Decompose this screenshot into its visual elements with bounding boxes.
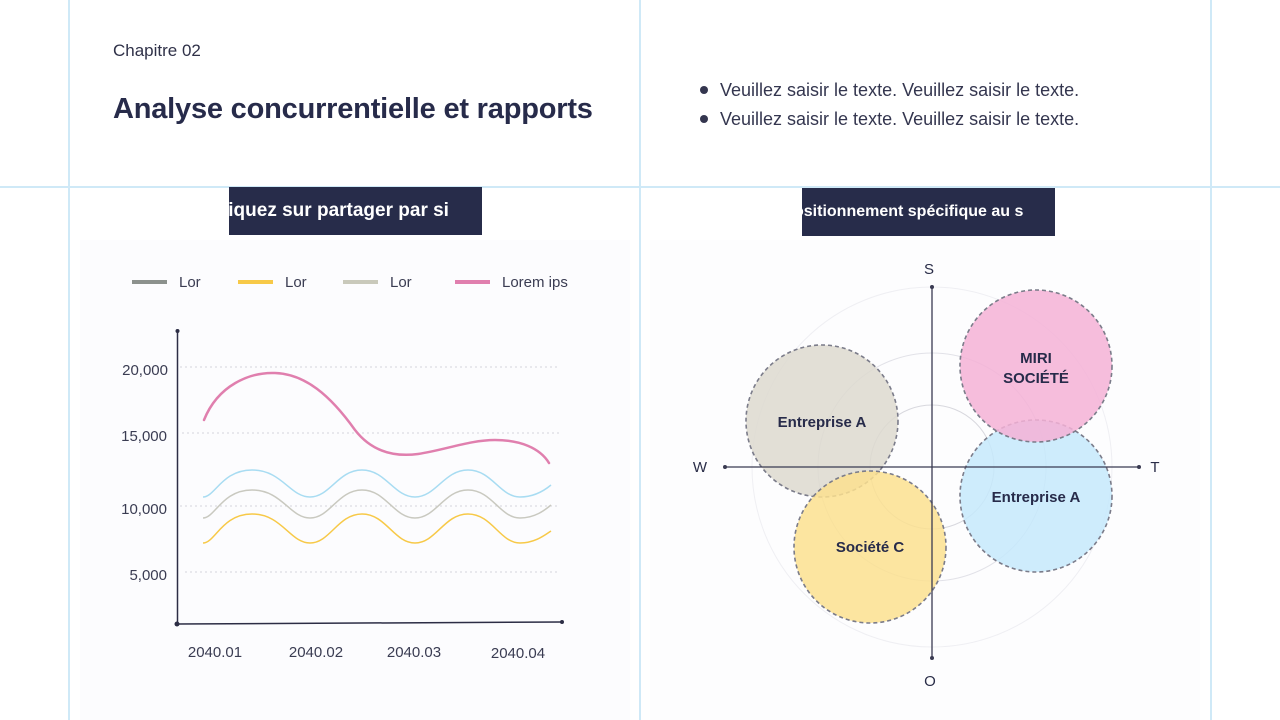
series-line-gray bbox=[202, 489, 552, 519]
y-tick-label: 10,000 bbox=[121, 501, 167, 518]
x-axis-ticks: 2040.01 2040.02 2040.03 2040.04 bbox=[188, 644, 545, 662]
x-tick-label: 2040.01 bbox=[188, 644, 242, 661]
bullet-item: Veuillez saisir le texte. Veuillez saisi… bbox=[700, 76, 1079, 105]
page-title: Analyse concurrentielle et rapports bbox=[113, 93, 593, 125]
axis-label-bottom: O bbox=[924, 673, 936, 690]
bullet-dot-icon bbox=[700, 86, 708, 94]
chapter-label: Chapitre 02 bbox=[113, 41, 201, 60]
x-tick-label: 2040.03 bbox=[387, 644, 441, 661]
bullet-dot-icon bbox=[700, 115, 708, 123]
chart-gridlines bbox=[180, 366, 560, 573]
legend-swatch-pink bbox=[455, 280, 490, 284]
axis-endpoint-icon bbox=[174, 621, 180, 627]
bullet-text: Veuillez saisir le texte. Veuillez saisi… bbox=[720, 80, 1080, 100]
bullet-text: Veuillez saisir le texte. Veuillez saisi… bbox=[720, 109, 1080, 129]
guide-line-vertical bbox=[1210, 0, 1212, 720]
bubble-label: Entreprise A bbox=[778, 414, 867, 431]
left-panel-banner: liquez sur partager par si bbox=[229, 187, 482, 235]
axis-label-right: T bbox=[1150, 459, 1159, 476]
axis-label-top: S bbox=[924, 261, 934, 278]
axis-endpoint-icon bbox=[1137, 465, 1141, 469]
axis-endpoint-icon bbox=[930, 285, 934, 289]
series-line-blue bbox=[202, 469, 552, 498]
bubbles bbox=[745, 289, 1113, 624]
legend-label: Lor bbox=[179, 274, 201, 291]
axis-endpoint-icon bbox=[175, 329, 180, 333]
positioning-map: S O W T Entreprise A Entreprise A Sociét… bbox=[693, 261, 1160, 690]
chart-legend: Lor Lor Lor Lorem ips bbox=[132, 274, 568, 291]
guide-line-vertical bbox=[639, 0, 641, 720]
legend-label: Lor bbox=[390, 274, 412, 291]
y-tick-label: 15,000 bbox=[121, 428, 167, 445]
series-line-yellow bbox=[202, 513, 552, 544]
x-tick-label: 2040.02 bbox=[289, 644, 343, 661]
y-tick-label: 5,000 bbox=[129, 567, 167, 584]
guide-line-vertical bbox=[68, 0, 70, 720]
legend-swatch-gray bbox=[132, 280, 167, 284]
axis-labels: S O W T bbox=[693, 261, 1160, 690]
line-chart: Lor Lor Lor Lorem ips 20,000 15,000 10,0… bbox=[121, 274, 568, 662]
axis-label-left: W bbox=[693, 459, 708, 476]
left-banner-text: liquez sur partager par si bbox=[229, 200, 449, 221]
y-tick-label: 20,000 bbox=[122, 362, 168, 379]
x-axis bbox=[176, 621, 563, 625]
series-line-pink bbox=[202, 371, 551, 465]
bubble-label-line2: SOCIÉTÉ bbox=[1003, 370, 1069, 387]
bubble-societe-c[interactable] bbox=[793, 470, 947, 624]
legend-label: Lorem ips bbox=[502, 274, 568, 291]
bubble-miri-societe[interactable] bbox=[959, 289, 1113, 443]
bullet-list: Veuillez saisir le texte. Veuillez saisi… bbox=[700, 76, 1079, 134]
x-tick-label: 2040.04 bbox=[491, 645, 545, 662]
bubble-label: Entreprise A bbox=[992, 489, 1081, 506]
axis-endpoint-icon bbox=[723, 465, 727, 469]
legend-swatch-yellow bbox=[238, 280, 273, 284]
axis-endpoint-icon bbox=[930, 656, 934, 660]
bubble-label: Société C bbox=[836, 539, 905, 556]
bubble-labels: Entreprise A Entreprise A Société C MIRI… bbox=[778, 350, 1081, 556]
bullet-item: Veuillez saisir le texte. Veuillez saisi… bbox=[700, 105, 1079, 134]
left-panel bbox=[80, 240, 630, 720]
bubble-label-line1: MIRI bbox=[1020, 350, 1052, 367]
right-banner-text: ositionnement spécifique au s bbox=[802, 203, 1024, 220]
legend-label: Lor bbox=[285, 274, 307, 291]
guide-line-horizontal bbox=[0, 186, 1280, 188]
legend-swatch-beige bbox=[343, 280, 378, 284]
right-panel-banner: ositionnement spécifique au s bbox=[802, 188, 1055, 236]
y-axis-ticks: 20,000 15,000 10,000 5,000 bbox=[121, 362, 168, 584]
axis-endpoint-icon bbox=[560, 620, 564, 624]
